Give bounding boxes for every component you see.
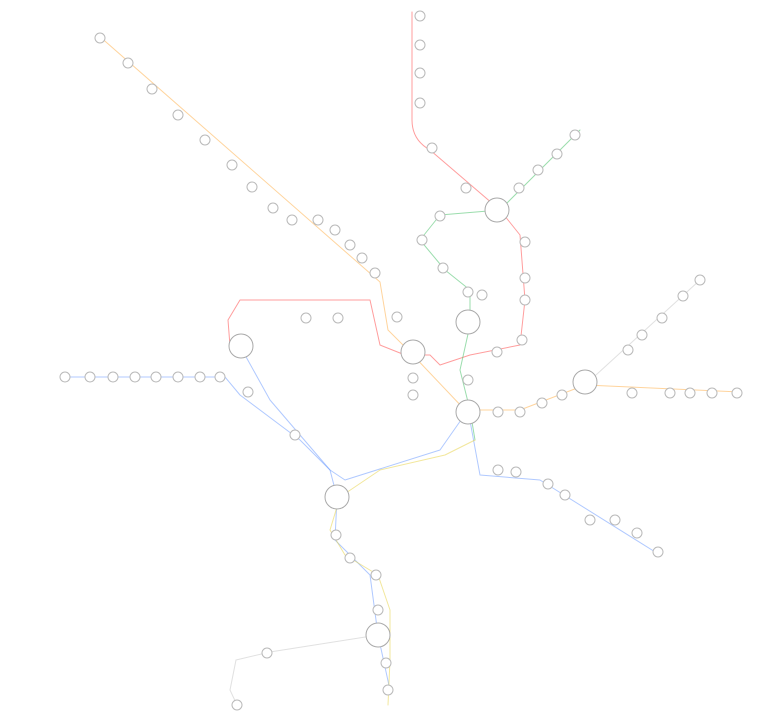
- station-marker: [532, 164, 544, 176]
- station-marker: [289, 429, 301, 441]
- station-marker: [391, 311, 403, 323]
- station-marker: [370, 569, 382, 581]
- station-marker: [426, 142, 438, 154]
- station-marker: [476, 289, 488, 301]
- station-marker: [356, 252, 368, 264]
- station-marker: [414, 67, 426, 79]
- station-marker: [569, 129, 581, 141]
- silver-line-path: [229, 634, 379, 706]
- station-marker: [129, 371, 141, 383]
- stations: [59, 10, 743, 711]
- orange-line-path: [97, 34, 411, 353]
- route-lines: [61, 11, 741, 706]
- station-marker: [242, 386, 254, 398]
- station-marker: [94, 32, 106, 44]
- station-marker: [84, 371, 96, 383]
- station-marker: [631, 527, 643, 539]
- station-marker: [226, 159, 238, 171]
- station-marker: [437, 262, 449, 274]
- station-marker: [172, 109, 184, 121]
- station-marker: [652, 546, 664, 558]
- station-marker: [519, 272, 531, 284]
- station-marker: [369, 267, 381, 279]
- station-marker: [261, 647, 273, 659]
- station-marker: [199, 134, 211, 146]
- transfer-station-marker: [484, 197, 510, 223]
- yellow-line-path: [329, 439, 476, 706]
- station-marker: [513, 182, 525, 194]
- station-marker: [380, 657, 392, 669]
- station-marker: [414, 39, 426, 51]
- station-marker: [491, 346, 503, 358]
- transfer-station-marker: [365, 622, 391, 648]
- station-marker: [462, 286, 474, 298]
- station-marker: [542, 478, 554, 490]
- red-line-path-2: [227, 299, 406, 356]
- station-marker: [626, 387, 638, 399]
- station-marker: [510, 466, 522, 478]
- blue-line-path: [61, 376, 391, 691]
- station-marker: [706, 387, 718, 399]
- transfer-station-marker: [228, 333, 254, 359]
- station-marker: [434, 210, 446, 222]
- station-marker: [231, 699, 243, 711]
- station-marker: [286, 214, 298, 226]
- station-marker: [677, 290, 689, 302]
- station-marker: [551, 148, 563, 160]
- blue-line-path-2: [239, 345, 661, 556]
- station-marker: [172, 371, 184, 383]
- station-marker: [559, 489, 571, 501]
- station-marker: [194, 371, 206, 383]
- station-marker: [330, 529, 342, 541]
- station-marker: [584, 514, 596, 526]
- station-marker: [122, 57, 134, 69]
- station-marker: [329, 224, 341, 236]
- station-marker: [344, 552, 356, 564]
- station-marker: [556, 389, 568, 401]
- station-marker: [407, 389, 419, 401]
- station-marker: [694, 274, 706, 286]
- station-marker: [146, 83, 158, 95]
- station-marker: [107, 371, 119, 383]
- transfer-station-marker: [572, 369, 598, 395]
- station-marker: [492, 464, 504, 476]
- station-marker: [519, 294, 531, 306]
- station-marker: [664, 387, 676, 399]
- station-marker: [267, 202, 279, 214]
- station-marker: [731, 387, 743, 399]
- station-marker: [622, 344, 634, 356]
- station-marker: [514, 406, 526, 418]
- station-marker: [214, 371, 226, 383]
- station-marker: [516, 334, 528, 346]
- station-marker: [636, 329, 648, 341]
- green-line-path: [419, 129, 581, 441]
- station-marker: [344, 239, 356, 251]
- station-marker: [407, 372, 419, 384]
- station-marker: [609, 514, 621, 526]
- station-marker: [492, 406, 504, 418]
- station-marker: [462, 374, 474, 386]
- station-marker: [150, 371, 162, 383]
- transfer-station-marker: [400, 339, 426, 365]
- station-marker: [536, 397, 548, 409]
- transfer-station-marker: [324, 484, 350, 510]
- transfer-station-marker: [455, 309, 481, 335]
- station-marker: [460, 182, 472, 194]
- station-marker: [414, 10, 426, 22]
- station-marker: [414, 97, 426, 109]
- station-marker: [332, 312, 344, 324]
- station-marker: [684, 387, 696, 399]
- station-marker: [246, 181, 258, 193]
- station-marker: [372, 604, 384, 616]
- transfer-station-marker: [455, 399, 481, 425]
- station-marker: [300, 312, 312, 324]
- station-marker: [416, 234, 428, 246]
- station-marker: [382, 684, 394, 696]
- station-marker: [519, 236, 531, 248]
- station-marker: [312, 214, 324, 226]
- station-marker: [656, 312, 668, 324]
- station-marker: [59, 371, 71, 383]
